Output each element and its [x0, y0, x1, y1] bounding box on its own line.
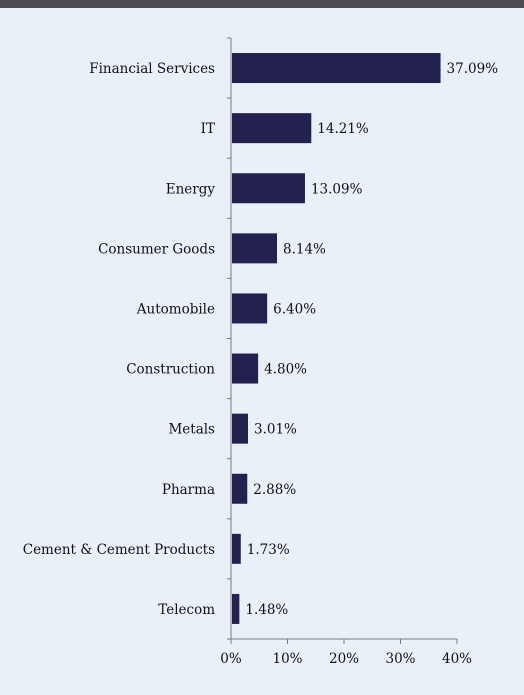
bar [232, 533, 241, 564]
bar [232, 53, 441, 84]
value-label: 1.48% [245, 602, 288, 618]
x-tick-label: 30% [385, 651, 415, 667]
bar [232, 413, 249, 444]
category-label: IT [201, 121, 215, 137]
value-label: 3.01% [254, 422, 297, 438]
value-label: 37.09% [447, 61, 499, 77]
value-label: 1.73% [247, 542, 290, 558]
header-band [0, 0, 524, 8]
value-label: 4.80% [264, 362, 307, 378]
value-label: 8.14% [283, 241, 326, 257]
bar [232, 593, 240, 624]
bar [232, 353, 259, 384]
category-label: Pharma [162, 482, 215, 498]
category-label: Cement & Cement Products [23, 542, 215, 558]
category-label: Automobile [136, 301, 215, 317]
category-label: Construction [126, 362, 215, 378]
category-label: Financial Services [89, 61, 215, 77]
value-label: 6.40% [273, 301, 316, 317]
x-tick-label: 20% [329, 651, 359, 667]
x-tick-label: 0% [220, 651, 242, 667]
category-label: Metals [168, 422, 215, 438]
x-tick-label: 10% [272, 651, 302, 667]
category-label: Energy [166, 181, 216, 197]
category-label: Telecom [158, 602, 215, 618]
bar [232, 233, 277, 264]
bar [232, 173, 305, 204]
x-tick-label: 40% [442, 651, 472, 667]
category-label: Consumer Goods [98, 241, 215, 257]
chart-panel: 0% 10% 20% 30% 40% Financial Services 37.09% IT… [0, 8, 524, 691]
value-label: 2.88% [253, 482, 296, 498]
bar [232, 473, 248, 504]
value-label: 14.21% [317, 121, 369, 137]
sector-bar-chart: 0% 10% 20% 30% 40% Financial Services 37.09% IT… [23, 37, 499, 667]
bar [232, 293, 268, 324]
value-label: 13.09% [311, 181, 363, 197]
bar [232, 113, 312, 144]
